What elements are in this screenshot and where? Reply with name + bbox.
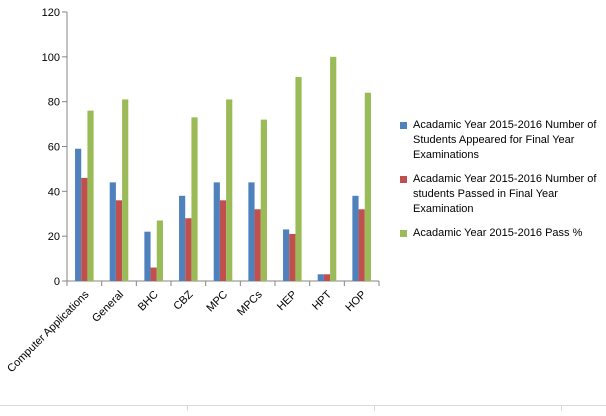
bar [295, 77, 302, 281]
x-tick-label: MPC [204, 289, 230, 315]
legend-item: Acadamic Year 2015-2016 Number of Studen… [400, 118, 606, 163]
bar [156, 220, 163, 281]
x-tick-label: HEP [275, 289, 299, 313]
bar [191, 117, 198, 281]
y-tick-label: 40 [48, 186, 60, 198]
bar [364, 92, 371, 281]
x-tick-label: CBZ [171, 288, 195, 312]
bar [179, 195, 186, 281]
bar [185, 218, 192, 281]
bottom-divider-tick [561, 405, 562, 411]
y-tick-label: 60 [48, 142, 60, 154]
legend-swatch [400, 176, 407, 183]
y-tick-label: 80 [48, 97, 60, 109]
bar [144, 231, 151, 281]
bar [323, 274, 331, 281]
y-tick-label: 100 [42, 52, 60, 64]
x-tick-label: HOP [343, 289, 368, 314]
x-tick-label: HPT [310, 288, 334, 312]
bar [317, 274, 324, 281]
bar [81, 177, 88, 281]
legend-item: Acadamic Year 2015-2016 Number of studen… [400, 172, 606, 217]
x-tick-label: MPCs [235, 288, 265, 318]
bar [352, 195, 359, 281]
bar [87, 110, 94, 281]
bar [109, 182, 116, 281]
y-tick-label: 20 [48, 231, 60, 243]
y-tick-label: 0 [54, 276, 60, 288]
x-tick-label: Computer Applications [5, 288, 92, 375]
bar [150, 267, 157, 281]
x-tick-label: General [90, 289, 126, 325]
bar [260, 119, 267, 281]
bottom-divider [0, 405, 606, 406]
x-tick-label: BHC [136, 289, 161, 314]
bar [248, 182, 255, 281]
legend-item: Acadamic Year 2015-2016 Pass % [400, 226, 606, 241]
bar [283, 229, 290, 281]
legend-swatch [400, 122, 407, 129]
legend-label: Acadamic Year 2015-2016 Number of studen… [413, 173, 597, 215]
bottom-divider-tick [374, 405, 375, 411]
legend-label: Acadamic Year 2015-2016 Pass % [413, 227, 583, 239]
bar [254, 209, 261, 281]
bar [330, 56, 337, 282]
chart-legend: Acadamic Year 2015-2016 Number of Studen… [400, 118, 606, 250]
bar [122, 99, 129, 281]
bar [289, 233, 296, 281]
bar [219, 200, 227, 281]
legend-label: Acadamic Year 2015-2016 Number of Studen… [413, 119, 597, 161]
legend-swatch [400, 230, 407, 237]
bar [226, 99, 233, 281]
bottom-divider-tick [187, 405, 188, 411]
bar [115, 200, 123, 281]
bar [213, 182, 220, 281]
y-tick-label: 120 [42, 7, 60, 19]
bar [75, 148, 82, 281]
bar [358, 209, 365, 281]
